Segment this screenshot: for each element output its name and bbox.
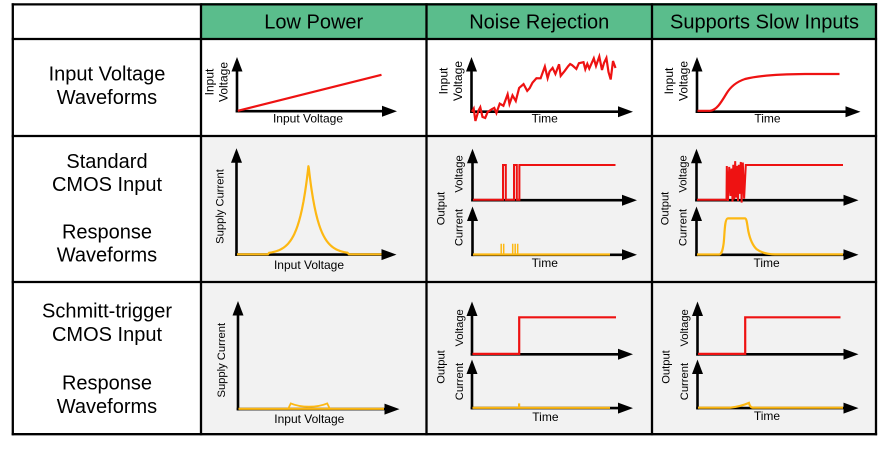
svg-text:Input: Input xyxy=(203,68,217,95)
svg-text:Input Voltage: Input Voltage xyxy=(49,64,166,86)
svg-text:Voltage: Voltage xyxy=(451,61,465,101)
svg-text:Output: Output xyxy=(436,349,448,383)
svg-text:Waveforms: Waveforms xyxy=(57,245,157,267)
svg-text:Output: Output xyxy=(661,349,673,383)
svg-text:Supply Current: Supply Current xyxy=(215,168,227,244)
svg-text:Time: Time xyxy=(754,112,781,126)
svg-text:Input: Input xyxy=(662,67,676,94)
svg-text:Time: Time xyxy=(532,112,559,126)
svg-text:Time: Time xyxy=(753,256,780,270)
svg-text:Input Voltage: Input Voltage xyxy=(273,112,343,126)
svg-text:Time: Time xyxy=(754,409,781,423)
svg-text:Input: Input xyxy=(437,67,451,94)
svg-text:Voltage: Voltage xyxy=(676,61,690,101)
svg-text:Noise Rejection: Noise Rejection xyxy=(469,11,609,33)
svg-text:Supports Slow Inputs: Supports Slow Inputs xyxy=(670,11,859,33)
svg-text:Voltage: Voltage xyxy=(679,309,691,346)
svg-text:CMOS Input: CMOS Input xyxy=(52,324,162,346)
svg-text:Voltage: Voltage xyxy=(217,62,231,102)
svg-text:Input Voltage: Input Voltage xyxy=(274,412,344,426)
svg-text:Waveforms: Waveforms xyxy=(57,396,157,418)
svg-text:Current: Current xyxy=(678,208,690,246)
svg-text:Voltage: Voltage xyxy=(454,155,466,192)
svg-text:Current: Current xyxy=(454,208,466,246)
svg-text:Current: Current xyxy=(454,362,466,400)
svg-text:Response: Response xyxy=(62,222,152,244)
svg-text:Waveforms: Waveforms xyxy=(57,87,157,109)
svg-text:Response: Response xyxy=(62,373,152,395)
svg-text:Supply Current: Supply Current xyxy=(216,322,228,398)
svg-text:Output: Output xyxy=(660,191,672,225)
svg-text:Voltage: Voltage xyxy=(678,155,690,192)
svg-text:Current: Current xyxy=(679,362,691,400)
svg-text:Low Power: Low Power xyxy=(264,11,363,33)
svg-text:Output: Output xyxy=(436,191,448,225)
svg-text:Standard: Standard xyxy=(66,151,147,173)
svg-text:Time: Time xyxy=(532,256,559,270)
svg-text:CMOS Input: CMOS Input xyxy=(52,174,162,196)
svg-text:Voltage: Voltage xyxy=(454,309,466,346)
svg-text:Schmitt-trigger: Schmitt-trigger xyxy=(42,300,172,322)
svg-text:Input Voltage: Input Voltage xyxy=(274,258,344,272)
svg-text:Time: Time xyxy=(532,410,559,424)
